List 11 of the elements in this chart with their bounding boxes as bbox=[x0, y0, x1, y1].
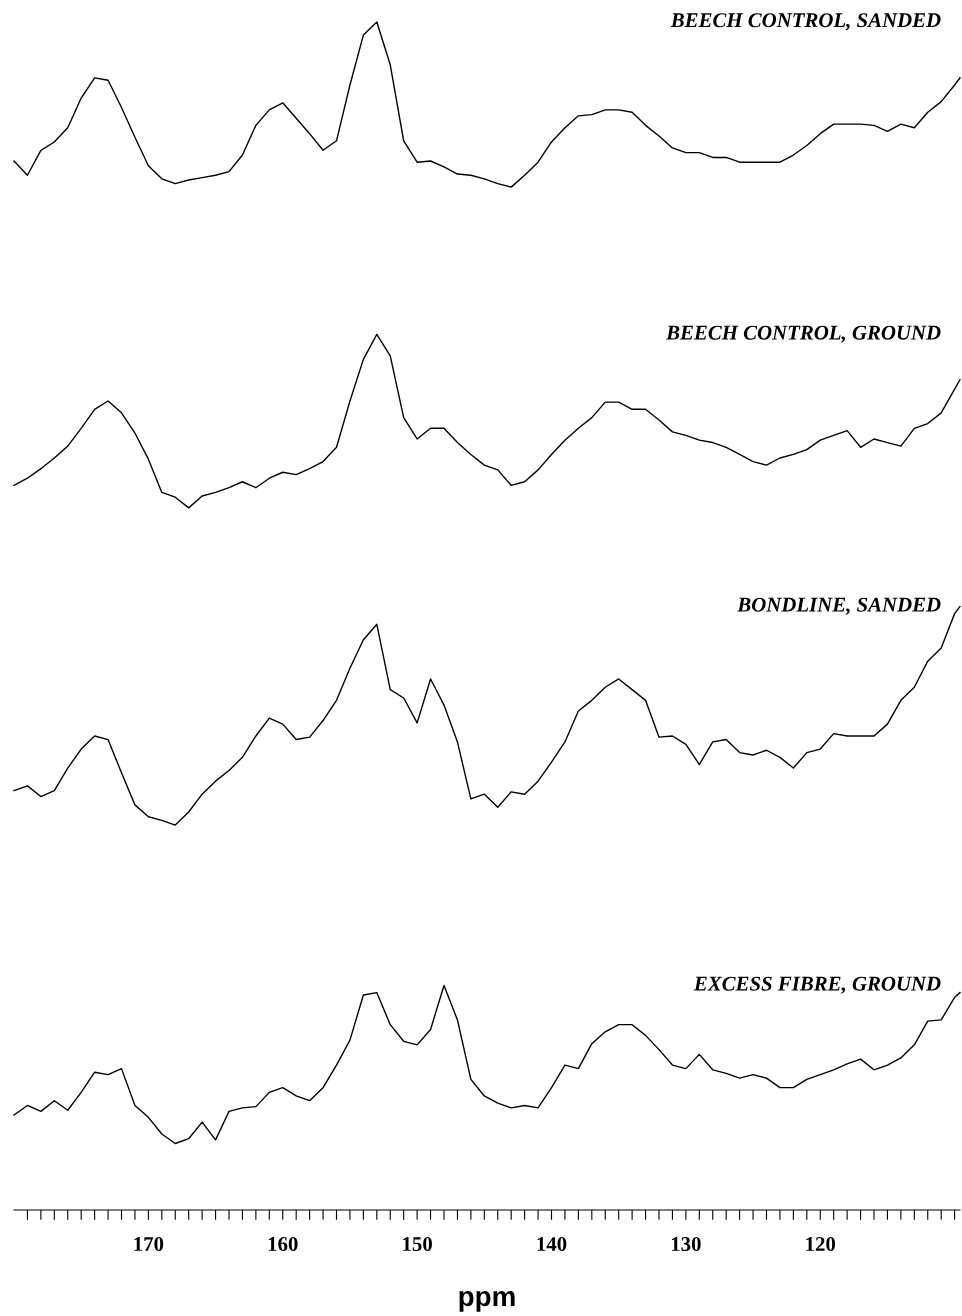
x-tick-label: 170 bbox=[134, 1236, 164, 1252]
text: BEECH CONTROL, SANDED bbox=[670, 13, 941, 31]
series-label: BONDLINE, SANDED bbox=[737, 597, 941, 615]
x-tick-label: 140 bbox=[537, 1236, 567, 1252]
x-tick-label: 160 bbox=[268, 1236, 298, 1252]
x-axis-title: ppm bbox=[459, 1290, 515, 1312]
x-tick-label: 150 bbox=[403, 1236, 432, 1252]
series-label: EXCESS FIBRE, GROUND bbox=[693, 976, 941, 994]
x-tick-label: 120 bbox=[806, 1236, 836, 1252]
x-tick-label: 130 bbox=[671, 1236, 701, 1252]
text: BEECH CONTROL, GROUND bbox=[665, 325, 941, 343]
